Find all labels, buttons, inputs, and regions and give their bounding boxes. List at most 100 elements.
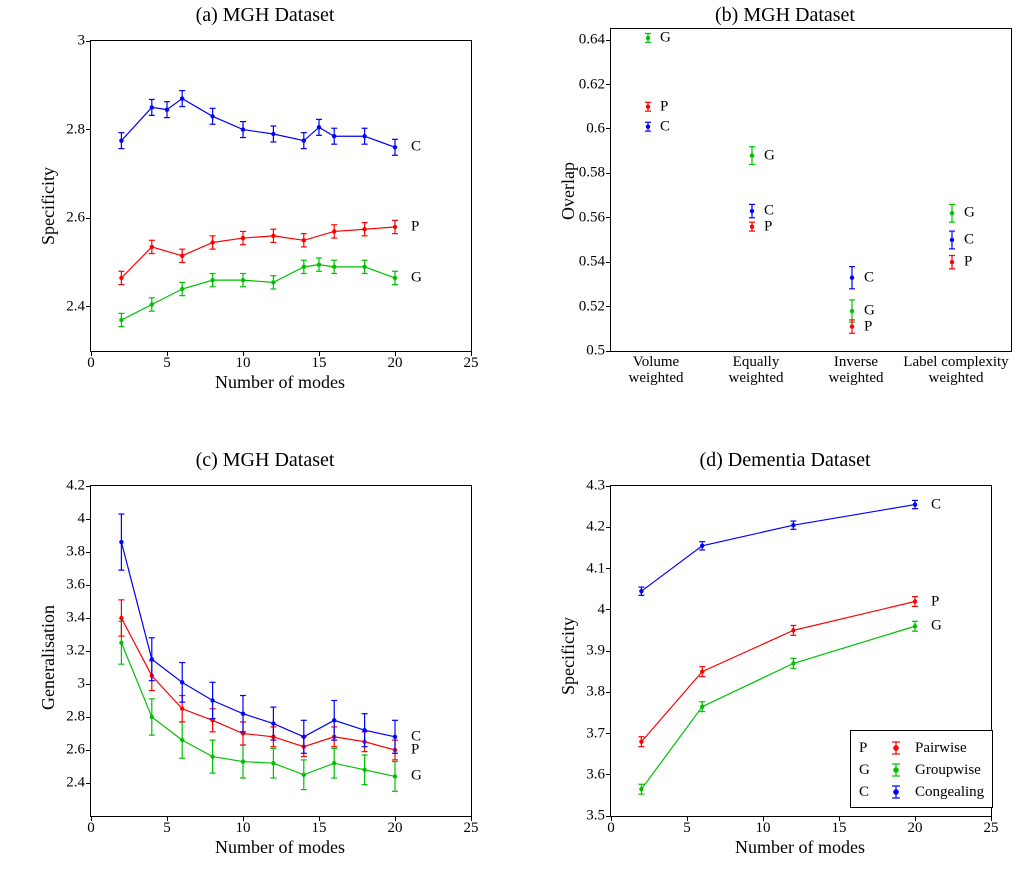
panel-a-ytick-3: 3 [78, 33, 86, 50]
panel-d-ylabel: Specificity [558, 617, 579, 695]
panel-c-ylabel: Generalisation [38, 605, 59, 710]
panel-c-ytick-3.4: 3.4 [66, 610, 85, 627]
panel-a-series-label-P: P [411, 219, 419, 236]
panel-d-ytick-4.1: 4.1 [586, 560, 605, 577]
panel-b-point-0-C: C [660, 118, 670, 135]
panel-a-title: (a) MGH Dataset [20, 4, 510, 27]
panel-a-ytick-2.8: 2.8 [66, 121, 85, 138]
panel-d-ytick-3.9: 3.9 [586, 643, 605, 660]
panel-c-plotbox: 2.42.62.833.23.43.63.844.20510152025GPC [90, 485, 472, 817]
panel-a-xtick-10: 10 [236, 355, 251, 372]
panel-d-ytick-4: 4 [598, 601, 606, 618]
panel-c-xtick-5: 5 [163, 820, 171, 837]
panel-d-xtick-5: 5 [683, 820, 691, 837]
panel-b-point-2-C: C [864, 269, 874, 286]
panel-b-point-1-C: C [764, 203, 774, 220]
panel-b-point-0-G: G [660, 29, 671, 46]
panel-b-point-1-G: G [764, 147, 775, 164]
panel-c-ytick-4.2: 4.2 [66, 478, 85, 495]
panel-d-series-label-P: P [931, 593, 939, 610]
panel-a-xlabel: Number of modes [215, 372, 345, 393]
panel-b-ytick-0.62: 0.62 [579, 76, 605, 93]
panel-a-series-label-C: C [411, 139, 421, 156]
panel-c-xtick-25: 25 [464, 820, 479, 837]
panel-b-ytick-0.56: 0.56 [579, 209, 605, 226]
panel-b-svg [611, 29, 1011, 351]
panel-d-ytick-3.7: 3.7 [586, 725, 605, 742]
panel-c-ytick-4: 4 [78, 511, 86, 528]
panel-a: (a) MGH Dataset 2.42.62.830510152025GPC … [20, 10, 510, 410]
legend: P Pairwise G Groupwise C Congealing [850, 730, 993, 808]
panel-b-ytick-0.64: 0.64 [579, 32, 605, 49]
panel-a-xtick-25: 25 [464, 355, 479, 372]
panel-a-xtick-5: 5 [163, 355, 171, 372]
panel-d-ytick-3.5: 3.5 [586, 808, 605, 825]
panel-c-series-label-C: C [411, 728, 421, 745]
panel-d-ytick-4.2: 4.2 [586, 519, 605, 536]
legend-row-p: P Pairwise [859, 737, 984, 759]
panel-c-ytick-3.2: 3.2 [66, 643, 85, 660]
legend-row-c: C Congealing [859, 781, 984, 803]
panel-b-point-2-G: G [864, 303, 875, 320]
panel-b-cat-0: Volumeweighted [601, 355, 711, 387]
panel-b-point-2-P: P [864, 318, 872, 335]
panel-b-point-3-C: C [964, 231, 974, 248]
panel-a-plotbox: 2.42.62.830510152025GPC [90, 40, 472, 352]
legend-letter-c: C [859, 784, 877, 801]
panel-b-point-3-P: P [964, 254, 972, 271]
legend-letter-p: P [859, 740, 877, 757]
panel-d-xtick-15: 15 [832, 820, 847, 837]
panel-a-xtick-0: 0 [87, 355, 95, 372]
panel-d-xtick-10: 10 [756, 820, 771, 837]
panel-d-ytick-3.6: 3.6 [586, 766, 605, 783]
panel-d-ytick-4.3: 4.3 [586, 478, 605, 495]
panel-c-xtick-0: 0 [87, 820, 95, 837]
panel-d-xlabel: Number of modes [735, 837, 865, 858]
panel-a-ytick-2.6: 2.6 [66, 210, 85, 227]
panel-d-xtick-25: 25 [984, 820, 999, 837]
panel-b-cat-3: Label complexityweighted [901, 355, 1011, 387]
legend-label-c: Congealing [915, 784, 984, 801]
panel-a-xtick-15: 15 [312, 355, 327, 372]
legend-row-g: G Groupwise [859, 759, 984, 781]
panel-a-ylabel: Specificity [38, 167, 59, 245]
panel-b-ytick-0.52: 0.52 [579, 298, 605, 315]
panel-d-ytick-3.8: 3.8 [586, 684, 605, 701]
panel-b-cat-2: Inverseweighted [801, 355, 911, 387]
panel-b-ytick-0.54: 0.54 [579, 254, 605, 271]
legend-letter-g: G [859, 762, 877, 779]
panel-b-point-0-P: P [660, 98, 668, 115]
panel-c-xlabel: Number of modes [215, 837, 345, 858]
panel-c: (c) MGH Dataset 2.42.62.833.23.43.63.844… [20, 455, 510, 875]
panel-b-plotbox: 0.50.520.540.560.580.60.620.64Volumeweig… [610, 28, 1012, 352]
panel-c-xtick-20: 20 [388, 820, 403, 837]
panel-c-title: (c) MGH Dataset [20, 449, 510, 472]
panel-c-xtick-10: 10 [236, 820, 251, 837]
legend-label-p: Pairwise [915, 740, 967, 757]
panel-d-xtick-0: 0 [607, 820, 615, 837]
panel-c-ytick-2.8: 2.8 [66, 709, 85, 726]
panel-a-xtick-20: 20 [388, 355, 403, 372]
panel-c-svg [91, 486, 471, 816]
panel-b-cat-1: Equallyweighted [701, 355, 811, 387]
panel-d-series-label-C: C [931, 496, 941, 513]
panel-c-ytick-2.4: 2.4 [66, 775, 85, 792]
panel-d-title: (d) Dementia Dataset [540, 449, 1030, 472]
panel-a-series-label-G: G [411, 269, 422, 286]
panel-b-ylabel: Overlap [558, 162, 579, 220]
panel-b-point-1-P: P [764, 218, 772, 235]
panel-d-series-label-G: G [931, 618, 942, 635]
panel-c-series-label-G: G [411, 768, 422, 785]
panel-d-xtick-20: 20 [908, 820, 923, 837]
panel-b-title: (b) MGH Dataset [540, 4, 1030, 27]
panel-c-ytick-3: 3 [78, 676, 86, 693]
panel-b: (b) MGH Dataset 0.50.520.540.560.580.60.… [540, 10, 1030, 410]
panel-c-ytick-2.6: 2.6 [66, 742, 85, 759]
panel-b-ytick-0.6: 0.6 [586, 120, 605, 137]
panel-a-ytick-2.4: 2.4 [66, 298, 85, 315]
panel-a-svg [91, 41, 471, 351]
panel-c-ytick-3.8: 3.8 [66, 544, 85, 561]
panel-c-xtick-15: 15 [312, 820, 327, 837]
panel-b-point-3-G: G [964, 205, 975, 222]
panel-c-ytick-3.6: 3.6 [66, 577, 85, 594]
